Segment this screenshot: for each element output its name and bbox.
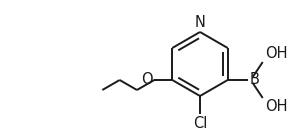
Text: OH: OH [265, 99, 287, 114]
Text: Cl: Cl [193, 116, 207, 131]
Text: OH: OH [265, 46, 287, 61]
Text: B: B [250, 72, 260, 88]
Text: N: N [195, 15, 205, 30]
Text: O: O [141, 72, 152, 88]
